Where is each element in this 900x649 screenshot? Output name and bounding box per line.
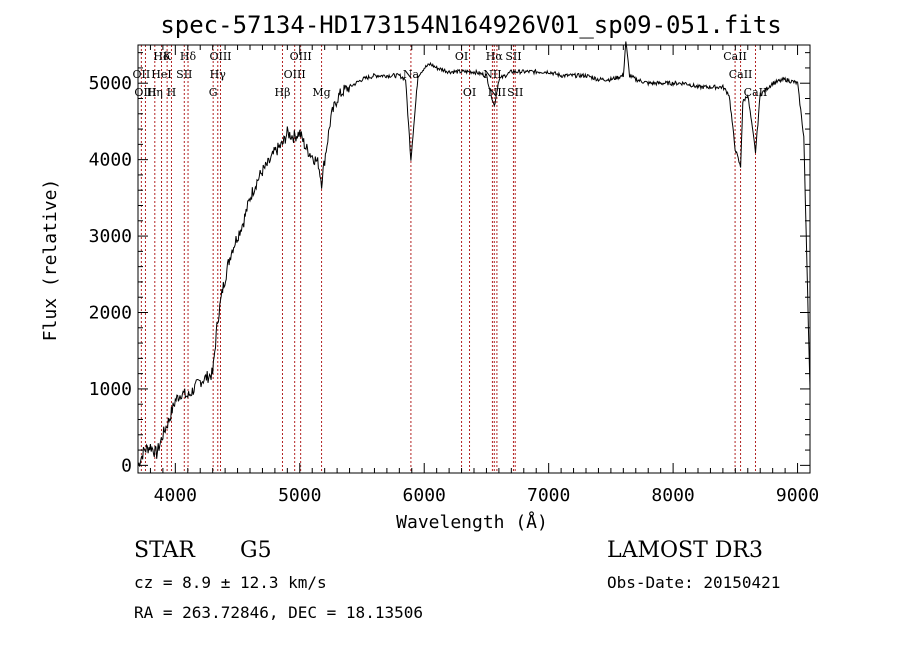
line-label-25: CaII xyxy=(729,68,753,81)
object-subclass: G5 xyxy=(240,538,272,563)
plot-frame xyxy=(137,44,811,474)
line-label-11: G xyxy=(209,86,218,99)
line-label-2: OIII xyxy=(134,86,156,99)
line-label-19: Hα xyxy=(486,50,504,63)
line-label-18: OI xyxy=(463,86,476,99)
line-label-21: NII xyxy=(483,68,501,81)
line-label-1: OII xyxy=(133,68,151,81)
x-tick-label-5000: 5000 xyxy=(278,485,321,506)
y-tick-label-5000: 5000 xyxy=(89,73,132,94)
line-label-6: SII xyxy=(176,68,192,81)
x-tick-label-4000: 4000 xyxy=(154,485,197,506)
x-axis-ticks: 4000 5000 6000 7000 8000 9000 xyxy=(149,45,819,506)
line-label-4: HeI xyxy=(151,68,171,81)
coordinates-text: RA = 263.72846, DEC = 18.13506 xyxy=(134,603,423,622)
x-tick-label-7000: 7000 xyxy=(527,485,570,506)
line-label-20: SII xyxy=(505,50,521,63)
line-label-7: H xyxy=(167,86,177,99)
x-axis-label: Wavelength (Å) xyxy=(396,511,548,533)
y-tick-label-3000: 3000 xyxy=(89,226,132,247)
x-tick-label-8000: 8000 xyxy=(651,485,694,506)
flux-series-line xyxy=(137,41,811,467)
object-class: STAR xyxy=(134,538,195,563)
line-label-23: SII xyxy=(507,86,523,99)
y-tick-label-1000: 1000 xyxy=(89,379,132,400)
survey-name: LAMOST DR3 xyxy=(607,538,763,563)
line-label-14: Hβ xyxy=(275,86,291,99)
line-label-3: K xyxy=(163,50,172,63)
spectral-line-markers xyxy=(140,45,756,473)
line-label-17: OI xyxy=(455,50,468,63)
y-axis-label: Flux (relative) xyxy=(40,179,61,342)
line-label-13: OIII xyxy=(284,68,306,81)
line-label-12: OIII xyxy=(290,50,312,63)
redshift-text: cz = 8.9 ± 12.3 km/s xyxy=(134,573,327,592)
y-axis-ticks: 0 1000 2000 3000 4000 5000 xyxy=(89,52,810,476)
obs-date-text: Obs-Date: 20150421 xyxy=(607,573,781,592)
line-label-9: OIII xyxy=(209,50,231,63)
line-label-0: Hδ xyxy=(153,50,170,63)
x-tick-label-9000: 9000 xyxy=(776,485,819,506)
chart-title: spec-57134-HD173154N164926V01_sp09-051.f… xyxy=(160,11,781,39)
line-label-24: CaII xyxy=(723,50,747,63)
line-label-15: Mg xyxy=(312,86,330,99)
line-label-5: Hη xyxy=(147,86,163,99)
y-tick-label-4000: 4000 xyxy=(89,150,132,171)
line-label-16: Na xyxy=(403,68,420,81)
y-tick-label-2000: 2000 xyxy=(89,303,132,324)
y-tick-label-0: 0 xyxy=(121,455,132,476)
x-tick-label-6000: 6000 xyxy=(403,485,446,506)
line-label-10: Hγ xyxy=(210,68,227,81)
line-label-8: Hδ xyxy=(180,50,197,63)
